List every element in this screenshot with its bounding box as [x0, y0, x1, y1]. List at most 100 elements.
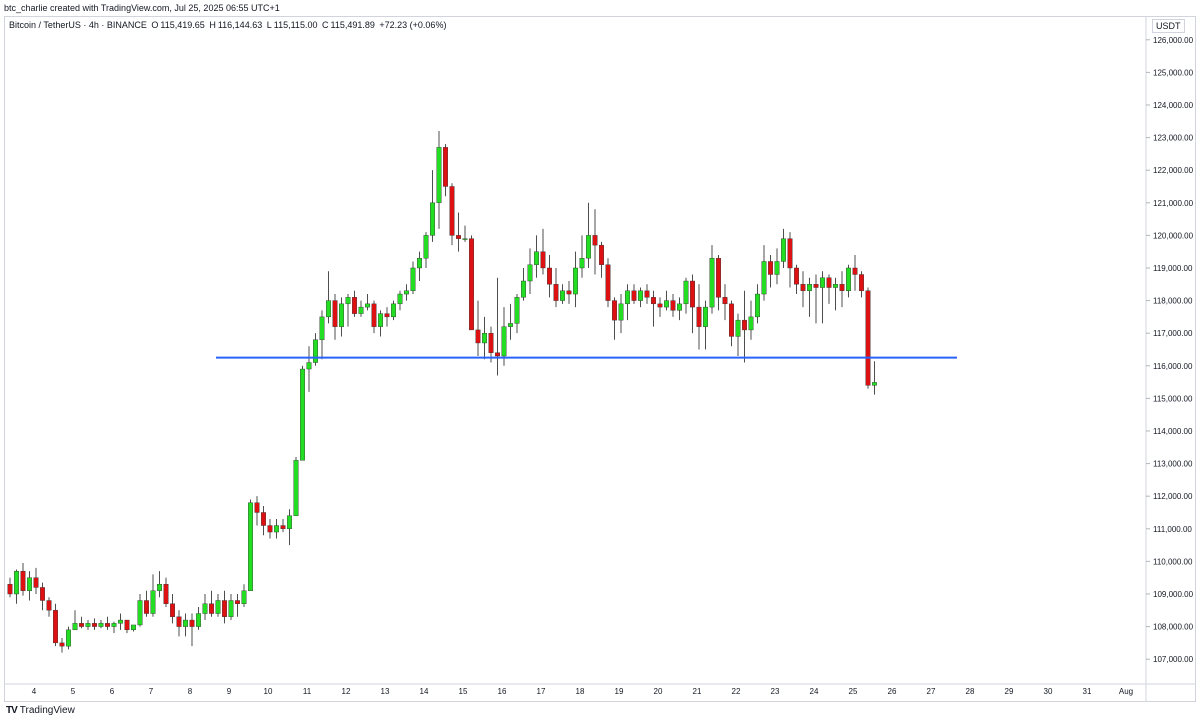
time-tick-label: 16	[498, 687, 507, 696]
candle	[306, 346, 312, 392]
candle	[378, 310, 384, 337]
candle-body	[85, 623, 91, 627]
candle-body	[755, 293, 761, 318]
candle-body	[586, 235, 592, 259]
candle	[280, 519, 286, 533]
candle	[143, 590, 149, 617]
candle	[547, 254, 553, 298]
candle-body	[475, 329, 481, 344]
currency-label[interactable]: USDT	[1152, 19, 1185, 33]
candle-body	[371, 303, 377, 327]
candle	[7, 577, 13, 598]
candle	[234, 593, 240, 617]
time-tick-label: 26	[888, 687, 897, 696]
candle	[365, 294, 371, 311]
price-tick-label: 119,000.00	[1153, 264, 1193, 273]
candle-body	[599, 244, 605, 265]
candle	[85, 620, 91, 630]
price-tick-label: 113,000.00	[1153, 460, 1193, 469]
candle-body	[169, 603, 175, 618]
candle	[768, 254, 774, 288]
candle-body	[417, 258, 423, 269]
candle-body	[469, 238, 475, 331]
candle	[521, 267, 527, 301]
candle	[13, 569, 19, 604]
candle-body	[221, 600, 227, 617]
candle-body	[592, 235, 598, 246]
time-tick-label: 12	[342, 687, 351, 696]
candle	[508, 303, 514, 340]
symbol-name[interactable]: Bitcoin / TetherUS · 4h · BINANCE	[9, 20, 147, 30]
chart-pane[interactable]	[4, 16, 1196, 702]
candle	[794, 264, 800, 295]
candles-layer	[7, 131, 878, 653]
candle	[742, 290, 748, 363]
candle-body	[208, 603, 214, 614]
candle	[787, 232, 793, 288]
candle-body	[306, 362, 312, 370]
time-tick-label: 14	[420, 687, 429, 696]
time-tick-label: 23	[771, 687, 780, 696]
candle	[579, 235, 585, 278]
candle-body	[195, 613, 201, 627]
candle-body	[495, 352, 501, 357]
candle	[755, 284, 761, 324]
candle	[300, 365, 306, 461]
candle-body	[716, 258, 722, 298]
time-tick-label: 18	[576, 687, 585, 696]
author-line: btc_charlie created with TradingView.com…	[4, 3, 280, 13]
candle-body	[612, 300, 618, 321]
close-label: C	[321, 20, 329, 30]
candle-body	[501, 326, 507, 357]
time-tick-label: 11	[303, 687, 312, 696]
time-tick-label: 22	[732, 687, 741, 696]
candle-body	[20, 570, 26, 591]
candle	[124, 619, 130, 634]
candle	[293, 457, 299, 516]
candle	[709, 245, 715, 314]
symbol-legend[interactable]: Bitcoin / TetherUS · 4h · BINANCE O 115,4…	[9, 20, 448, 30]
candle	[449, 183, 455, 246]
candle-body	[143, 600, 149, 614]
candle	[410, 261, 416, 295]
candle	[195, 607, 201, 630]
candle-body	[436, 147, 442, 203]
candle	[859, 271, 865, 298]
candle	[657, 297, 663, 317]
candle-body	[300, 368, 306, 461]
candle-body	[91, 623, 97, 627]
price-tick-label: 120,000.00	[1153, 231, 1194, 240]
candle	[800, 271, 806, 308]
candle	[78, 616, 84, 629]
candle-body	[644, 290, 650, 298]
price-tick-label: 109,000.00	[1153, 590, 1194, 599]
candle-body	[846, 267, 852, 292]
candle	[573, 251, 579, 308]
candle	[202, 593, 208, 621]
candle-body	[462, 238, 468, 240]
candle	[176, 610, 182, 637]
candle-body	[722, 297, 728, 305]
candle-body	[137, 600, 143, 626]
candle-body	[397, 293, 403, 305]
price-tick-label: 111,000.00	[1153, 525, 1192, 534]
candle-body	[228, 600, 234, 617]
brand-name[interactable]: TradingView	[19, 705, 75, 716]
candle	[241, 584, 247, 608]
candle	[683, 277, 689, 314]
candle-body	[53, 610, 59, 644]
candle-body	[865, 290, 871, 386]
footer-brand[interactable]: TV TradingView	[6, 705, 75, 716]
high-label: H	[209, 20, 216, 30]
candle	[729, 300, 735, 347]
candle	[501, 307, 507, 366]
candle	[98, 620, 104, 629]
candle	[748, 300, 754, 340]
candle	[391, 300, 397, 321]
candle-body	[859, 274, 865, 291]
candle-body	[833, 284, 839, 288]
candle	[228, 593, 234, 621]
price-tick-label: 126,000.00	[1153, 36, 1194, 45]
candle	[46, 597, 52, 617]
